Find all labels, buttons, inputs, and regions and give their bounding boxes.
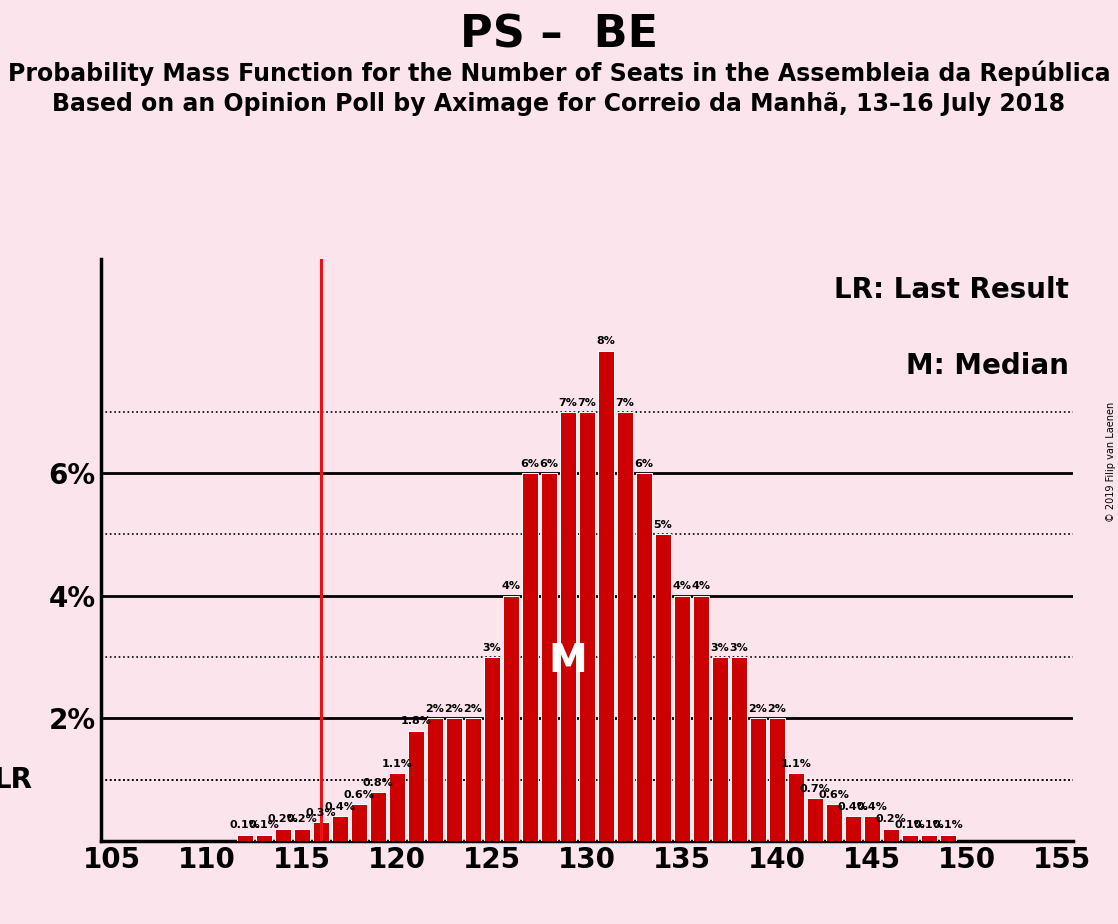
Text: 0.1%: 0.1% [894,821,926,831]
Text: 4%: 4% [672,581,691,591]
Text: 3%: 3% [711,643,729,652]
Bar [370,792,386,841]
Bar [902,834,918,841]
Text: 0.7%: 0.7% [799,784,831,794]
Bar [427,718,443,841]
Text: 0.1%: 0.1% [913,821,945,831]
Bar [598,350,614,841]
Text: 6%: 6% [634,459,653,468]
Bar [522,473,538,841]
Text: 0.4%: 0.4% [837,802,869,812]
Bar [446,718,462,841]
Text: M: Median: M: Median [906,352,1069,380]
Text: 0.2%: 0.2% [875,814,907,824]
Bar [351,804,367,841]
Bar [465,718,481,841]
Text: 1.1%: 1.1% [780,760,812,769]
Bar [579,412,595,841]
Bar [503,596,519,841]
Text: 4%: 4% [502,581,521,591]
Text: 2%: 2% [748,704,767,714]
Text: 4%: 4% [691,581,710,591]
Bar [560,412,576,841]
Text: 0.4%: 0.4% [324,802,356,812]
Text: LR: Last Result: LR: Last Result [834,276,1069,304]
Bar [237,834,253,841]
Text: 3%: 3% [483,643,501,652]
Text: 7%: 7% [578,397,596,407]
Text: PS –  BE: PS – BE [459,14,659,57]
Text: 0.3%: 0.3% [305,808,337,818]
Text: 0.2%: 0.2% [286,814,318,824]
Text: 0.1%: 0.1% [248,821,280,831]
Text: 8%: 8% [597,336,615,346]
Bar [826,804,842,841]
Text: M: M [549,641,587,680]
Text: 0.6%: 0.6% [343,790,375,800]
Text: 6%: 6% [521,459,540,468]
Bar [636,473,652,841]
Text: Probability Mass Function for the Number of Seats in the Assembleia da República: Probability Mass Function for the Number… [8,60,1110,86]
Bar [845,816,861,841]
Text: 2%: 2% [426,704,445,714]
Bar [769,718,785,841]
Bar [313,822,329,841]
Bar [256,834,272,841]
Bar [864,816,880,841]
Bar [940,834,956,841]
Bar [655,534,671,841]
Text: 0.8%: 0.8% [362,777,394,787]
Bar [275,829,291,841]
Text: LR: LR [0,766,32,794]
Bar [788,773,804,841]
Text: 0.1%: 0.1% [229,821,260,831]
Bar [693,596,709,841]
Bar [921,834,937,841]
Bar [541,473,557,841]
Bar [674,596,690,841]
Bar [332,816,348,841]
Bar [807,798,823,841]
Bar [731,657,747,841]
Bar [750,718,766,841]
Text: 0.1%: 0.1% [932,821,964,831]
Bar [408,731,424,841]
Text: 0.4%: 0.4% [856,802,888,812]
Bar [484,657,500,841]
Text: 1.8%: 1.8% [400,716,432,726]
Text: 7%: 7% [559,397,577,407]
Text: 2%: 2% [464,704,482,714]
Text: 3%: 3% [730,643,748,652]
Text: 0.2%: 0.2% [267,814,299,824]
Bar [294,829,310,841]
Text: 5%: 5% [654,520,672,530]
Text: 1.1%: 1.1% [381,760,413,769]
Bar [883,829,899,841]
Text: Based on an Opinion Poll by Aximage for Correio da Manhã, 13–16 July 2018: Based on an Opinion Poll by Aximage for … [53,92,1065,116]
Text: © 2019 Filip van Laenen: © 2019 Filip van Laenen [1106,402,1116,522]
Text: 7%: 7% [616,397,634,407]
Text: 6%: 6% [540,459,559,468]
Bar [617,412,633,841]
Text: 2%: 2% [445,704,463,714]
Bar [389,773,405,841]
Bar [712,657,728,841]
Text: 0.6%: 0.6% [818,790,850,800]
Text: 2%: 2% [767,704,786,714]
